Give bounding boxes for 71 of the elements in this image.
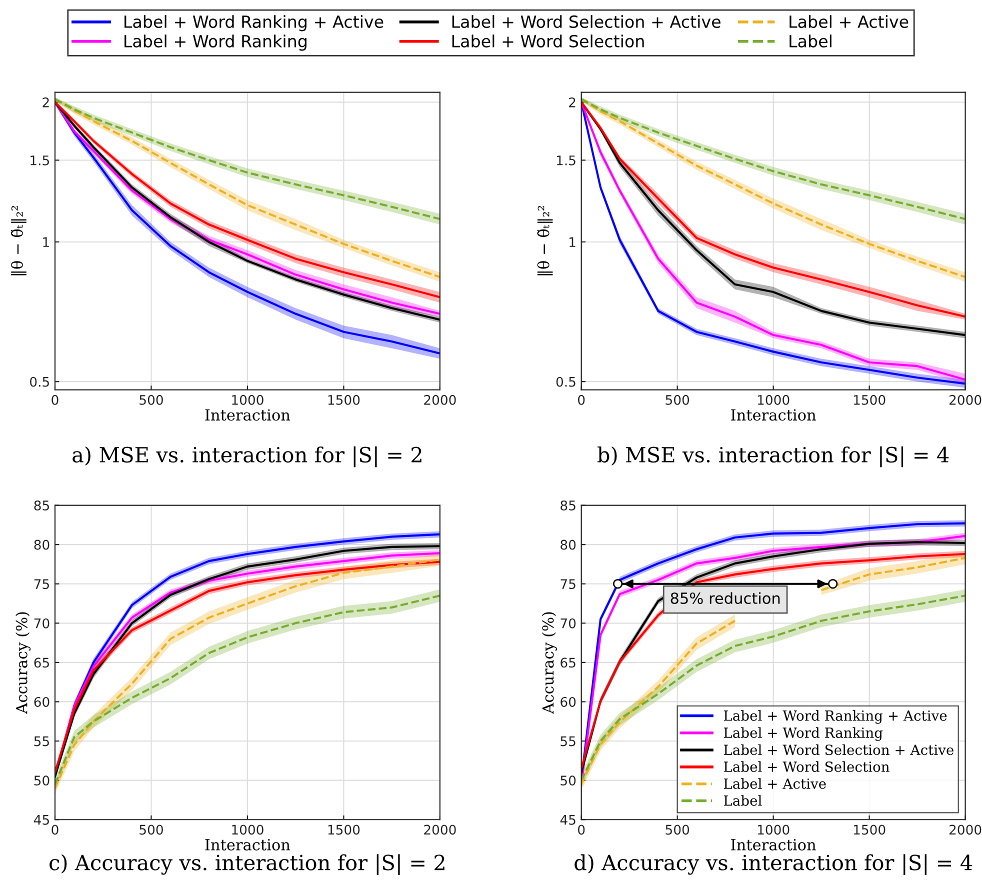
y-tick-label: 55	[560, 736, 576, 746]
legend-label: Label	[790, 34, 832, 48]
legend-label: Label + Word Selection + Active	[724, 744, 954, 756]
x-tick-label: 2000	[949, 824, 982, 835]
legend-label: Label + Word Ranking + Active	[124, 15, 384, 32]
x-tick-label: 1000	[758, 394, 790, 405]
x-tick-label: 0	[578, 824, 585, 835]
text: a) MSE vs. interaction for |S| = 2	[72, 446, 422, 468]
x-tick-label: 500	[666, 394, 690, 405]
y-tick-label: 70	[560, 618, 576, 628]
x-tick-label: 500	[140, 824, 163, 835]
y-tick-label: 0.5	[556, 376, 576, 387]
x-tick-label: 1500	[854, 824, 886, 835]
y-tick-label: 60	[34, 696, 50, 707]
text: c) Accuracy vs. interaction for |S| = 2	[50, 854, 444, 876]
y-tick-label: 75	[34, 579, 49, 590]
x-tick-label: 0	[52, 824, 58, 835]
legend-label: Label + Active	[790, 15, 908, 28]
y-tick-label: 65	[34, 658, 49, 668]
legend-label: Label + Active	[724, 778, 826, 789]
y-tick-label: 60	[560, 696, 576, 707]
y-tick-label: 2	[42, 97, 49, 108]
y-tick-label: 50	[560, 776, 576, 786]
legend-label: Label + Word Selection	[724, 761, 890, 772]
x-tick-label: 1500	[328, 394, 360, 405]
y-tick-label: 1	[570, 237, 576, 247]
y-tick-label: 1.5	[30, 156, 49, 166]
legend-label: Label + Word Selection + Active	[452, 15, 720, 28]
x-tick-label: 1000	[232, 394, 264, 405]
y-tick-label: 45	[34, 815, 49, 825]
text: b) MSE vs. interaction for |S| = 4	[598, 446, 949, 468]
y-tick-label: 85	[560, 500, 576, 510]
x-tick-label: 0	[578, 394, 585, 405]
x-tick-label: 500	[666, 824, 690, 835]
x-axis-title: Interaction	[205, 839, 290, 850]
x-tick-label: 1000	[232, 824, 264, 835]
y-axis-title: ‖θ − θ̃ₜ‖₂²	[537, 206, 553, 276]
y-axis-title: ‖θ − θ̃ₜ‖₂²	[10, 206, 26, 276]
x-axis-title: Interaction	[731, 409, 816, 421]
x-tick-label: 0	[52, 394, 58, 405]
y-tick-label: 1.5	[556, 156, 576, 166]
y-tick-label: 55	[34, 736, 49, 746]
x-tick-label: 2000	[949, 394, 982, 405]
legend-label: Label + Word Ranking	[724, 727, 883, 741]
legend-label: Label + Word Ranking + Active	[724, 710, 947, 724]
y-tick-label: 1	[43, 237, 49, 247]
annotation: 85% reduction	[670, 592, 780, 604]
y-tick-label: 0.5	[30, 376, 49, 387]
y-tick-label: 80	[560, 540, 576, 550]
x-tick-label: 1500	[854, 394, 886, 405]
y-tick-label: 65	[560, 658, 576, 668]
x-tick-label: 1000	[758, 824, 790, 835]
y-tick-label: 2	[569, 97, 576, 108]
y-tick-label: 80	[34, 540, 50, 550]
y-axis-title: Accuracy (%)	[16, 612, 31, 714]
y-axis-title: Accuracy (%)	[542, 612, 557, 714]
y-tick-label: 45	[560, 815, 576, 825]
legend-label: Label + Word Selection	[452, 34, 644, 48]
text: d) Accuracy vs. interaction for |S| = 4	[574, 854, 972, 876]
x-axis-title: Interaction	[205, 409, 290, 421]
y-tick-label: 75	[560, 579, 576, 590]
y-tick-label: 85	[34, 500, 49, 510]
legend-label: Label + Word Ranking	[124, 34, 306, 51]
x-tick-label: 2000	[424, 394, 456, 405]
x-tick-label: 2000	[424, 824, 456, 835]
y-tick-label: 50	[34, 776, 50, 786]
x-axis-title: Interaction	[731, 839, 816, 850]
x-tick-label: 500	[140, 394, 163, 405]
legend-label: Label	[724, 795, 762, 806]
x-tick-label: 1500	[328, 824, 360, 835]
y-tick-label: 70	[34, 618, 50, 628]
